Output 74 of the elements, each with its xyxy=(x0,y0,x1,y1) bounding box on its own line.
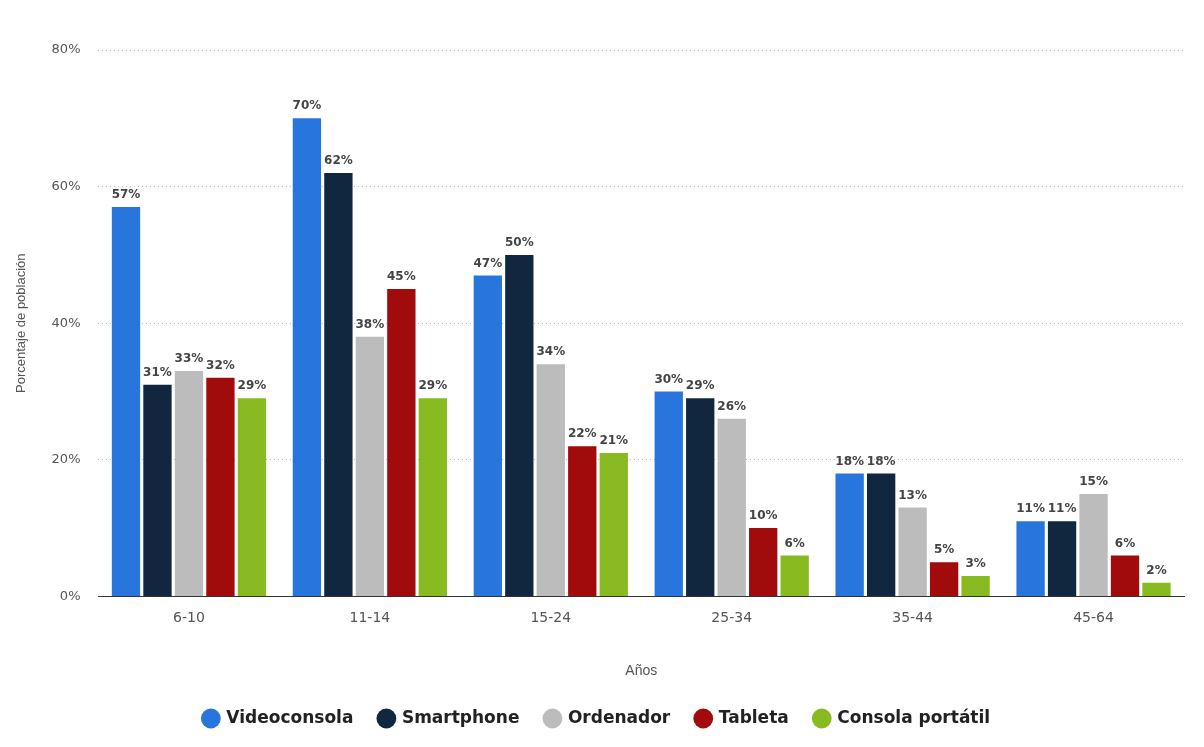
data-label: 34% xyxy=(536,344,566,359)
y-axis-title: Porcentaje de población xyxy=(13,253,29,393)
data-label: 11% xyxy=(1047,501,1077,516)
data-label: 11% xyxy=(1016,501,1045,516)
bar xyxy=(1016,521,1045,596)
bar xyxy=(929,562,959,596)
x-tick-label: 15-24 xyxy=(530,609,572,626)
data-label: 18% xyxy=(866,453,896,468)
y-tick-label: 0% xyxy=(59,587,81,603)
bar xyxy=(780,555,809,596)
data-label: 5% xyxy=(933,542,955,557)
data-label: 70% xyxy=(292,98,322,113)
data-label: 33% xyxy=(174,351,204,366)
data-label: 10% xyxy=(748,508,778,523)
data-label: 3% xyxy=(965,556,986,571)
x-tick-label: 25-34 xyxy=(711,609,753,626)
x-tick-label: 35-44 xyxy=(892,609,934,626)
data-label: 62% xyxy=(324,153,353,168)
bar xyxy=(387,289,416,596)
data-label: 29% xyxy=(418,378,448,393)
y-tick-label: 40% xyxy=(51,314,81,330)
bar xyxy=(324,172,353,596)
legend-label: Tableta xyxy=(718,706,789,727)
bar xyxy=(418,398,447,596)
legend-label: Consola portátil xyxy=(837,706,991,727)
bar xyxy=(505,254,534,596)
bar xyxy=(835,473,864,596)
x-tick-label: 11-14 xyxy=(349,609,391,626)
data-label: 30% xyxy=(654,371,684,386)
data-label: 18% xyxy=(835,453,865,468)
data-label: 22% xyxy=(567,426,597,441)
legend-label: Smartphone xyxy=(401,706,520,727)
bar xyxy=(1079,493,1108,596)
y-tick-label: 60% xyxy=(51,177,81,193)
data-label: 57% xyxy=(111,187,141,202)
y-tick-label: 20% xyxy=(51,451,81,467)
data-label: 6% xyxy=(784,535,805,550)
legend-label: Videoconsola xyxy=(226,706,354,727)
bar xyxy=(1110,555,1140,596)
data-label: 21% xyxy=(599,433,629,448)
bar xyxy=(568,446,597,596)
x-tick-label: 6-10 xyxy=(173,609,205,626)
bar xyxy=(206,377,235,596)
bar xyxy=(898,507,927,596)
y-tick-label: 80% xyxy=(51,41,81,57)
bar xyxy=(654,391,683,596)
data-label: 50% xyxy=(504,235,534,250)
bar xyxy=(237,398,267,596)
bar xyxy=(111,207,141,596)
x-tick-label: 45-64 xyxy=(1073,609,1114,626)
data-label: 29% xyxy=(685,378,715,393)
bar xyxy=(1047,521,1077,596)
bar xyxy=(473,275,502,596)
data-label: 6% xyxy=(1114,535,1136,550)
bar xyxy=(143,384,172,596)
bar xyxy=(599,452,628,596)
data-label: 32% xyxy=(206,357,235,372)
bar xyxy=(866,473,896,596)
data-label: 13% xyxy=(898,487,927,502)
legend-label: Ordenador xyxy=(567,706,671,727)
data-label: 2% xyxy=(1146,562,1167,577)
bar xyxy=(686,398,715,596)
data-label: 45% xyxy=(386,269,416,284)
data-label: 29% xyxy=(237,378,267,393)
data-label: 47% xyxy=(473,255,503,270)
data-label: 31% xyxy=(143,364,172,379)
bar xyxy=(961,575,990,596)
x-axis-title: Años xyxy=(625,662,658,679)
data-label: 38% xyxy=(355,316,385,331)
bar xyxy=(749,528,778,596)
bar xyxy=(1142,582,1171,596)
data-label: 26% xyxy=(717,398,747,413)
data-label: 15% xyxy=(1079,474,1108,489)
bar xyxy=(292,118,322,596)
